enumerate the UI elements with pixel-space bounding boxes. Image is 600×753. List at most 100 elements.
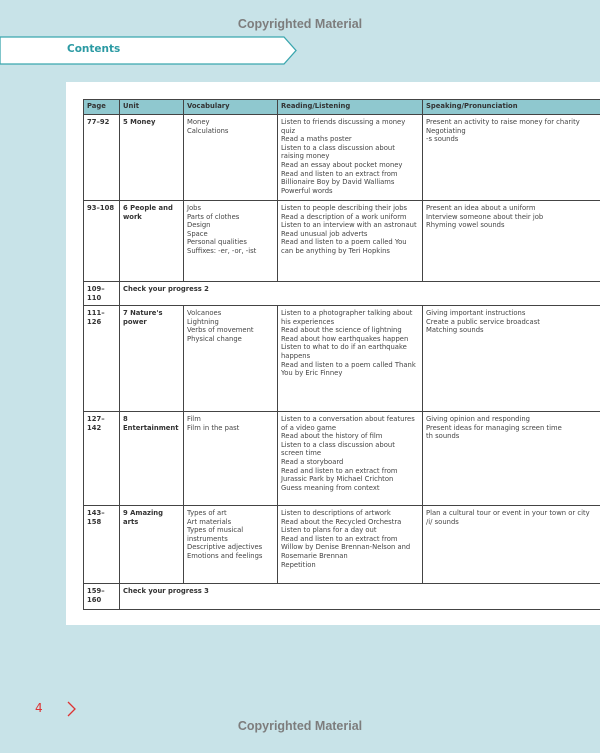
vocabulary-item: Physical change	[187, 334, 242, 343]
vocabulary-item: Personal qualities	[187, 238, 247, 247]
reading-cell: Listen to friends discussing a money qui…	[277, 114, 423, 201]
header-page: Page	[83, 99, 120, 115]
vocabulary-item: Lightning	[187, 317, 219, 326]
page-cell: 127–142	[83, 411, 120, 506]
reading-item: Guess meaning from context	[281, 483, 380, 492]
unit-cell: 6 People and work	[119, 200, 184, 282]
speaking-item: Create a public service broadcast	[426, 317, 540, 326]
vocabulary-item: Types of art	[187, 509, 227, 517]
table-row: 159–160 Check your progress 3	[83, 583, 600, 610]
vocabulary-item: Emotions and feelings	[187, 551, 263, 560]
table-row: 143–158 9 Amazing arts Types of art Art mat…	[83, 505, 600, 584]
speaking-item: Matching sounds	[426, 326, 484, 335]
section-title: Contents	[67, 43, 121, 55]
vocabulary-item: Design	[187, 221, 211, 230]
reading-cell: Listen to a photographer talking about h…	[277, 305, 423, 412]
speaking-item: Plan a cultural tour or event in your to…	[426, 509, 590, 517]
speaking-item: Giving important instructions	[426, 309, 526, 317]
speaking-item: Negotiating	[426, 126, 466, 135]
reading-item: Read and listen to an extract from Willo…	[281, 534, 411, 560]
header-unit: Unit	[119, 99, 184, 115]
reading-item: Read about the Recycled Orchestra	[281, 517, 402, 526]
vocabulary-item: Art materials	[187, 517, 232, 526]
reading-item: Read an essay about pocket money	[281, 160, 403, 169]
table-header-row: Page Unit Vocabulary Reading/Listening S…	[83, 99, 600, 115]
reading-item: Listen to a class discussion about raisi…	[281, 143, 395, 161]
tab-arrow-shape	[0, 36, 297, 65]
unit-cell: 9 Amazing arts	[119, 505, 184, 584]
page-cell: 93–108	[83, 200, 120, 282]
watermark-bottom: Copyrighted Material	[237, 719, 363, 733]
reading-item: Listen to plans for a day out	[281, 526, 377, 535]
page-number: 4	[35, 701, 43, 715]
vocabulary-item: Parts of clothes	[187, 212, 240, 221]
header-reading: Reading/Listening	[277, 99, 423, 115]
speaking-item: Giving opinion and responding	[426, 415, 530, 423]
speaking-cell: Giving opinion and responding Present ide…	[422, 411, 600, 506]
reading-item: Read a maths poster	[281, 135, 352, 144]
reading-item: Read about the science of lightning	[281, 326, 402, 335]
speaking-cell: Present an idea about a uniform Interview…	[422, 200, 600, 282]
reading-item: Read a storyboard	[281, 457, 344, 466]
chevron-right-icon[interactable]	[64, 700, 78, 718]
contents-table: Page Unit Vocabulary Reading/Listening S…	[83, 99, 600, 610]
table-row: 109–110 Check your progress 2	[83, 281, 600, 306]
vocabulary-item: Suffixes: -er, -or, -ist	[187, 246, 257, 255]
reading-item: Listen to friends discussing a money qui…	[281, 118, 406, 135]
page-cell: 143–158	[83, 505, 120, 584]
speaking-cell: Present an activity to raise money for c…	[422, 114, 600, 201]
vocabulary-item: Calculations	[187, 126, 229, 135]
speaking-item: Rhyming vowel sounds	[426, 221, 505, 230]
page-cell: 77–92	[83, 114, 120, 201]
reading-cell: Listen to people describing their jobs Re…	[277, 200, 423, 282]
speaking-item: Interview someone about their job	[426, 212, 544, 221]
speaking-cell: Plan a cultural tour or event in your to…	[422, 505, 600, 584]
vocabulary-item: Film in the past	[187, 423, 240, 432]
speaking-item: th sounds	[426, 432, 460, 441]
vocabulary-cell: Film Film in the past	[183, 411, 278, 506]
reading-item: Listen to a photographer talking about h…	[281, 309, 413, 326]
table-row: 77–92 5 Money Money Calculations Listen to f…	[83, 114, 600, 201]
speaking-item: /i/ sounds	[426, 517, 459, 526]
reading-cell: Listen to a conversation about features …	[277, 411, 423, 506]
speaking-cell: Giving important instructions Create a pu…	[422, 305, 600, 412]
reading-item: Listen to descriptions of artwork	[281, 509, 391, 517]
vocabulary-cell: Jobs Parts of clothes Design Space Personal …	[183, 200, 278, 282]
reading-item: Listen to people describing their jobs	[281, 204, 408, 212]
reading-item: Listen to an interview with an astronaut	[281, 221, 417, 230]
reading-item: Powerful words	[281, 186, 333, 195]
unit-cell: 5 Money	[119, 114, 184, 201]
header-speaking: Speaking/Pronunciation	[422, 99, 600, 115]
vocabulary-cell: Volcanoes Lightning Verbs of movement Physi…	[183, 305, 278, 412]
table-row: 111–126 7 Nature's power Volcanoes Lightnin…	[83, 305, 600, 412]
vocabulary-item: Space	[187, 229, 208, 238]
reading-item: Read about how earthquakes happen	[281, 334, 409, 343]
vocabulary-item: Verbs of movement	[187, 326, 254, 335]
vocabulary-item: Descriptive adjectives	[187, 543, 263, 552]
contents-tab: Contents	[0, 36, 298, 65]
check-progress-cell: Check your progress 2	[119, 281, 600, 306]
reading-item: Read about the history of film	[281, 432, 383, 441]
unit-cell: 8 Entertainment	[119, 411, 184, 506]
reading-item: Listen to a class discussion about scree…	[281, 440, 395, 458]
vocabulary-cell: Money Calculations	[183, 114, 278, 201]
header-vocabulary: Vocabulary	[183, 99, 278, 115]
vocabulary-item: Film	[187, 415, 201, 423]
reading-item: Read and listen to a poem called Thank Y…	[281, 360, 416, 378]
reading-item: Listen to a conversation about features …	[281, 415, 415, 432]
reading-cell: Listen to descriptions of artwork Read ab…	[277, 505, 423, 584]
vocabulary-cell: Types of art Art materials Types of musica…	[183, 505, 278, 584]
vocabulary-item: Money	[187, 118, 210, 126]
vocabulary-item: Types of musical instruments	[187, 526, 244, 543]
speaking-item: Present an activity to raise money for c…	[426, 118, 580, 126]
vocabulary-item: Volcanoes	[187, 309, 222, 317]
reading-item: Read and listen to an extract from Juras…	[281, 466, 398, 484]
page-cell: 159–160	[83, 583, 120, 610]
check-progress-cell: Check your progress 3	[119, 583, 600, 610]
reading-item: Read and listen to a poem called You can…	[281, 238, 407, 255]
vocabulary-item: Jobs	[187, 204, 202, 212]
reading-item: Read a description of a work uniform	[281, 212, 407, 221]
watermark-top: Copyrighted Material	[237, 17, 363, 31]
unit-cell: 7 Nature's power	[119, 305, 184, 412]
page-cell: 109–110	[83, 281, 120, 306]
